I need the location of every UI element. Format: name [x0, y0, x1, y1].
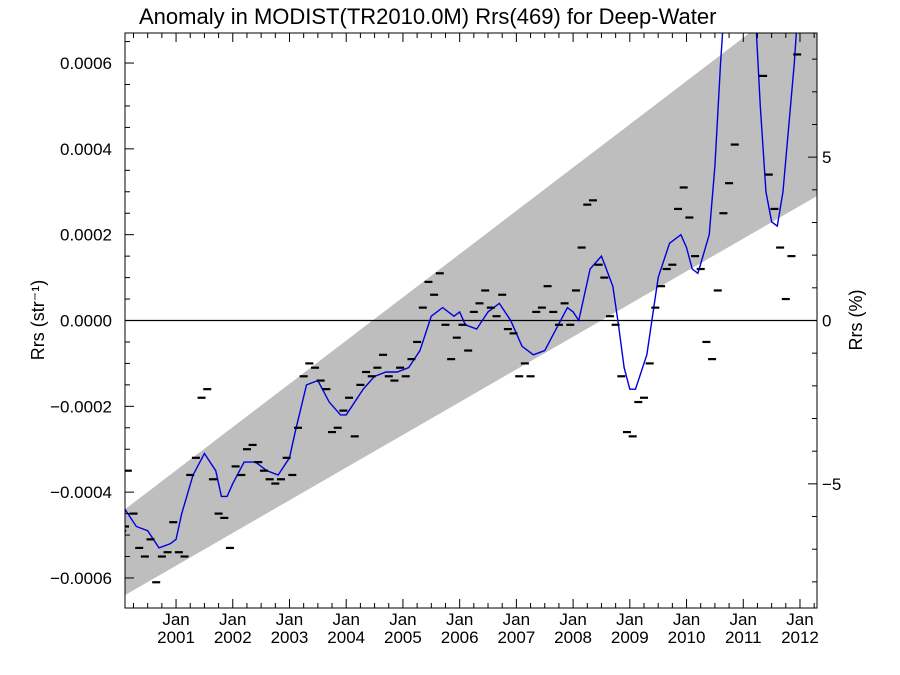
x-tick-year-label: 2001 — [157, 628, 195, 647]
left-axis: 0.0006 0.0004 0.0002 0.0000 −0.0002 −0.0004 −0… — [50, 41, 134, 588]
x-tick-month-label: Jan — [673, 610, 700, 629]
smoothed-series-line — [125, 33, 797, 549]
x-tick-year-label: 2012 — [781, 628, 819, 647]
left-tick-label: −0.0004 — [50, 483, 112, 502]
x-tick-year-label: 2008 — [554, 628, 592, 647]
x-tick-month-label: Jan — [162, 610, 189, 629]
x-tick-year-label: 2009 — [611, 628, 649, 647]
left-tick-label: 0.0006 — [60, 54, 112, 73]
x-tick-year-label: 2010 — [668, 628, 706, 647]
chart-title: Anomaly in MODIST(TR2010.0M) Rrs(469) fo… — [139, 4, 716, 29]
left-tick-label: 0.0000 — [60, 312, 112, 331]
x-tick-month-label: Jan — [503, 610, 530, 629]
x-tick-year-label: 2004 — [327, 628, 365, 647]
y-axis-label-left: Rrs (str⁻¹) — [28, 280, 48, 360]
x-axis: Jan2001Jan2002Jan2003Jan2004Jan2005Jan20… — [133, 33, 819, 647]
x-tick-month-label: Jan — [786, 610, 813, 629]
x-tick-month-label: Jan — [446, 610, 473, 629]
x-tick-year-label: 2011 — [725, 628, 762, 647]
right-tick-label: 0 — [822, 312, 831, 331]
right-tick-label: −5 — [822, 475, 841, 494]
right-axis: 5 0 −5 — [808, 58, 841, 583]
left-tick-label: 0.0002 — [60, 226, 112, 245]
left-tick-label: −0.0006 — [50, 569, 112, 588]
x-tick-month-label: Jan — [389, 610, 416, 629]
x-tick-year-label: 2005 — [384, 628, 422, 647]
left-tick-label: 0.0004 — [60, 140, 112, 159]
confidence-band — [125, 33, 817, 596]
data-points — [125, 53, 802, 584]
x-tick-month-label: Jan — [219, 610, 246, 629]
x-tick-year-label: 2002 — [214, 628, 252, 647]
x-tick-year-label: 2006 — [441, 628, 479, 647]
y-axis-label-right: Rrs (%) — [846, 290, 866, 351]
right-tick-label: 5 — [822, 148, 831, 167]
x-tick-year-label: 2003 — [271, 628, 309, 647]
x-tick-year-label: 2007 — [497, 628, 535, 647]
x-tick-month-label: Jan — [616, 610, 643, 629]
x-tick-month-label: Jan — [730, 610, 757, 629]
x-tick-month-label: Jan — [559, 610, 586, 629]
x-tick-month-label: Jan — [276, 610, 303, 629]
left-tick-label: −0.0002 — [50, 397, 112, 416]
x-tick-month-label: Jan — [333, 610, 360, 629]
